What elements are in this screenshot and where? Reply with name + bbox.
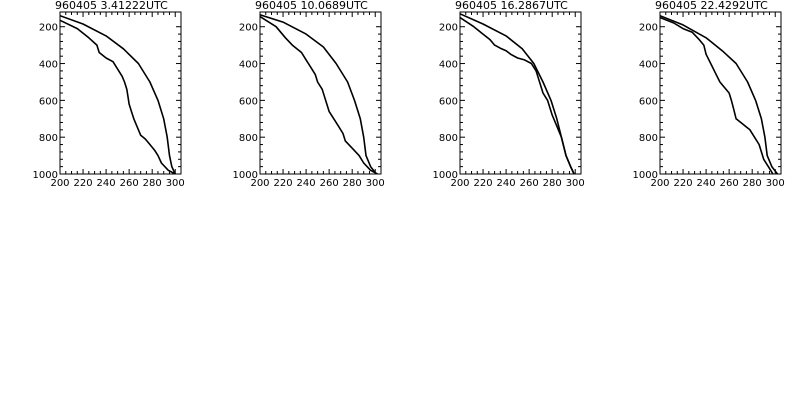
y-tick-label: 200 xyxy=(239,23,258,34)
x-tick-label: 220 xyxy=(474,178,493,189)
x-tick-label: 220 xyxy=(674,178,693,189)
chart-panel-3: 960405 16.2867UTC 200 220 240 260 280 300 200 40… xyxy=(433,0,585,189)
x-tick-label: 280 xyxy=(143,178,162,189)
y-tick-label: 600 xyxy=(39,96,58,107)
x-tick-label: 240 xyxy=(497,178,516,189)
y-tick-label: 800 xyxy=(639,133,658,144)
x-tick-label: 280 xyxy=(543,178,562,189)
chart-panel-4: 960405 22.4292UTC 200 220 240 260 280 300 200 40… xyxy=(633,0,785,189)
y-tick-label: 400 xyxy=(439,60,458,71)
y-tick-label: 600 xyxy=(439,96,458,107)
y-tick-label: 1000 xyxy=(633,170,658,181)
y-tick-label: 400 xyxy=(39,60,58,71)
x-tick-label: 220 xyxy=(274,178,293,189)
series-line-2 xyxy=(460,16,575,174)
x-tick-label: 300 xyxy=(366,178,385,189)
x-tick-label: 200 xyxy=(450,178,469,189)
x-tick-label: 220 xyxy=(74,178,93,189)
series-line-1 xyxy=(660,14,779,174)
y-tick-label: 400 xyxy=(239,60,258,71)
y-tick-label: 800 xyxy=(39,133,58,144)
y-tick-label: 800 xyxy=(439,133,458,144)
x-tick-label: 200 xyxy=(250,178,269,189)
x-tick-label: 280 xyxy=(743,178,762,189)
x-tick-label: 260 xyxy=(720,178,739,189)
series-line-2 xyxy=(60,19,176,174)
x-tick-label: 300 xyxy=(566,178,585,189)
x-tick-label: 200 xyxy=(50,178,69,189)
x-tick-label: 240 xyxy=(697,178,716,189)
series-line-2 xyxy=(260,15,378,174)
x-tick-label: 300 xyxy=(166,178,185,189)
plot-frame xyxy=(659,11,782,175)
series-line-2 xyxy=(660,16,774,174)
chart-title: 960405 16.2867UTC xyxy=(455,0,568,12)
x-tick-label: 200 xyxy=(650,178,669,189)
y-tick-label: 1000 xyxy=(433,170,458,181)
x-tick-label: 240 xyxy=(297,178,316,189)
series-line-1 xyxy=(260,14,378,174)
y-tick-label: 400 xyxy=(639,60,658,71)
x-tick-label: 280 xyxy=(343,178,362,189)
y-tick-label: 600 xyxy=(239,96,258,107)
y-tick-label: 1000 xyxy=(233,170,258,181)
chart-title: 960405 10.0689UTC xyxy=(255,0,368,12)
x-tick-label: 260 xyxy=(520,178,539,189)
y-tick-label: 800 xyxy=(239,133,258,144)
x-tick-label: 260 xyxy=(120,178,139,189)
y-tick-label: 200 xyxy=(439,23,458,34)
y-tick-label: 200 xyxy=(39,23,58,34)
y-tick-label: 600 xyxy=(639,96,658,107)
y-tick-label: 200 xyxy=(639,23,658,34)
x-tick-label: 260 xyxy=(320,178,339,189)
chart-title: 960405 3.41222UTC xyxy=(55,0,168,12)
plot-frame xyxy=(59,11,182,175)
plot-frame xyxy=(259,11,382,175)
series-line-1 xyxy=(60,14,176,174)
x-tick-label: 300 xyxy=(766,178,785,189)
chart-panel-1: 960405 3.41222UTC 200 220 240 260 280 300 200 40… xyxy=(33,0,185,189)
chart-title: 960405 22.4292UTC xyxy=(655,0,768,12)
x-tick-label: 240 xyxy=(97,178,116,189)
y-tick-label: 1000 xyxy=(33,170,58,181)
plot-frame xyxy=(459,11,582,175)
chart-panel-2: 960405 10.0689UTC 200 220 240 260 280 300 200 40… xyxy=(233,0,385,189)
series-line-1 xyxy=(460,13,575,174)
